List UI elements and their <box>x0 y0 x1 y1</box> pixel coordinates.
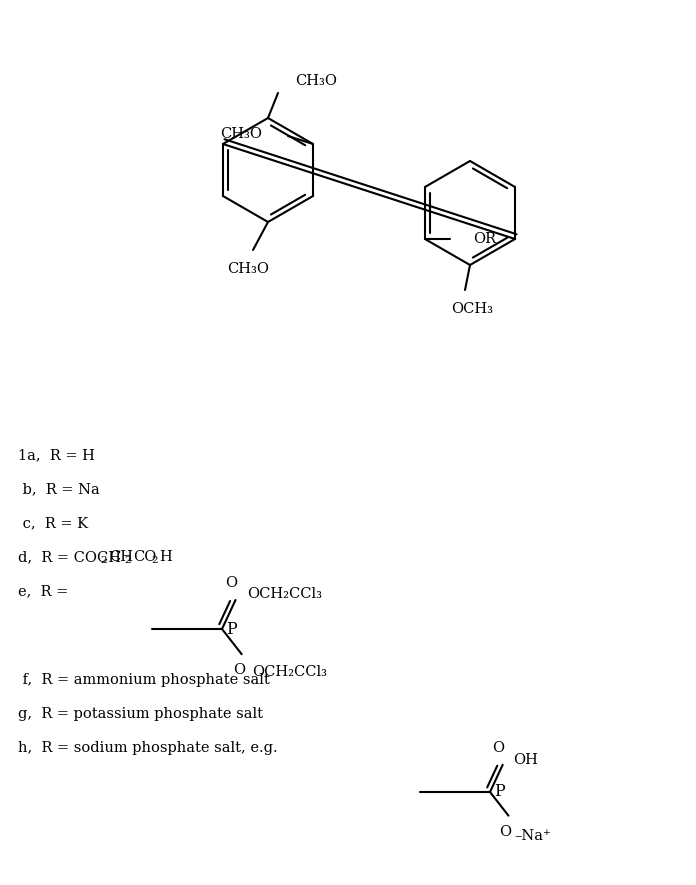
Text: c,  R = K: c, R = K <box>18 516 88 530</box>
Text: f,  R = ammonium phosphate salt: f, R = ammonium phosphate salt <box>18 673 270 687</box>
Text: CO: CO <box>133 550 156 564</box>
Text: 2: 2 <box>125 556 132 565</box>
Text: 1a,  R = H: 1a, R = H <box>18 448 95 462</box>
Text: OCH₃: OCH₃ <box>451 302 493 316</box>
Text: 2: 2 <box>101 556 107 565</box>
Text: OH: OH <box>513 753 537 766</box>
Text: O: O <box>232 663 245 677</box>
Text: P: P <box>494 783 505 801</box>
Text: O: O <box>493 741 505 755</box>
Text: e,  R =: e, R = <box>18 584 68 598</box>
Text: OCH₂CCl₃: OCH₂CCl₃ <box>252 666 326 679</box>
Text: g,  R = potassium phosphate salt: g, R = potassium phosphate salt <box>18 707 263 721</box>
Text: O: O <box>226 576 237 590</box>
Text: d,  R = COCH: d, R = COCH <box>18 550 121 564</box>
Text: CH₃O: CH₃O <box>295 74 337 88</box>
Text: –Na⁺: –Na⁺ <box>514 828 551 843</box>
Text: 2: 2 <box>152 556 158 565</box>
Text: b,  R = Na: b, R = Na <box>18 482 100 496</box>
Text: O: O <box>500 825 512 839</box>
Text: CH₃O: CH₃O <box>220 127 262 141</box>
Text: h,  R = sodium phosphate salt, e.g.: h, R = sodium phosphate salt, e.g. <box>18 741 278 755</box>
Text: CH₃O: CH₃O <box>227 262 269 276</box>
Text: H: H <box>159 550 173 564</box>
Text: OR: OR <box>473 232 496 246</box>
Text: OCH₂CCl₃: OCH₂CCl₃ <box>248 587 322 601</box>
Text: CH: CH <box>109 550 133 564</box>
Text: P: P <box>226 620 237 637</box>
